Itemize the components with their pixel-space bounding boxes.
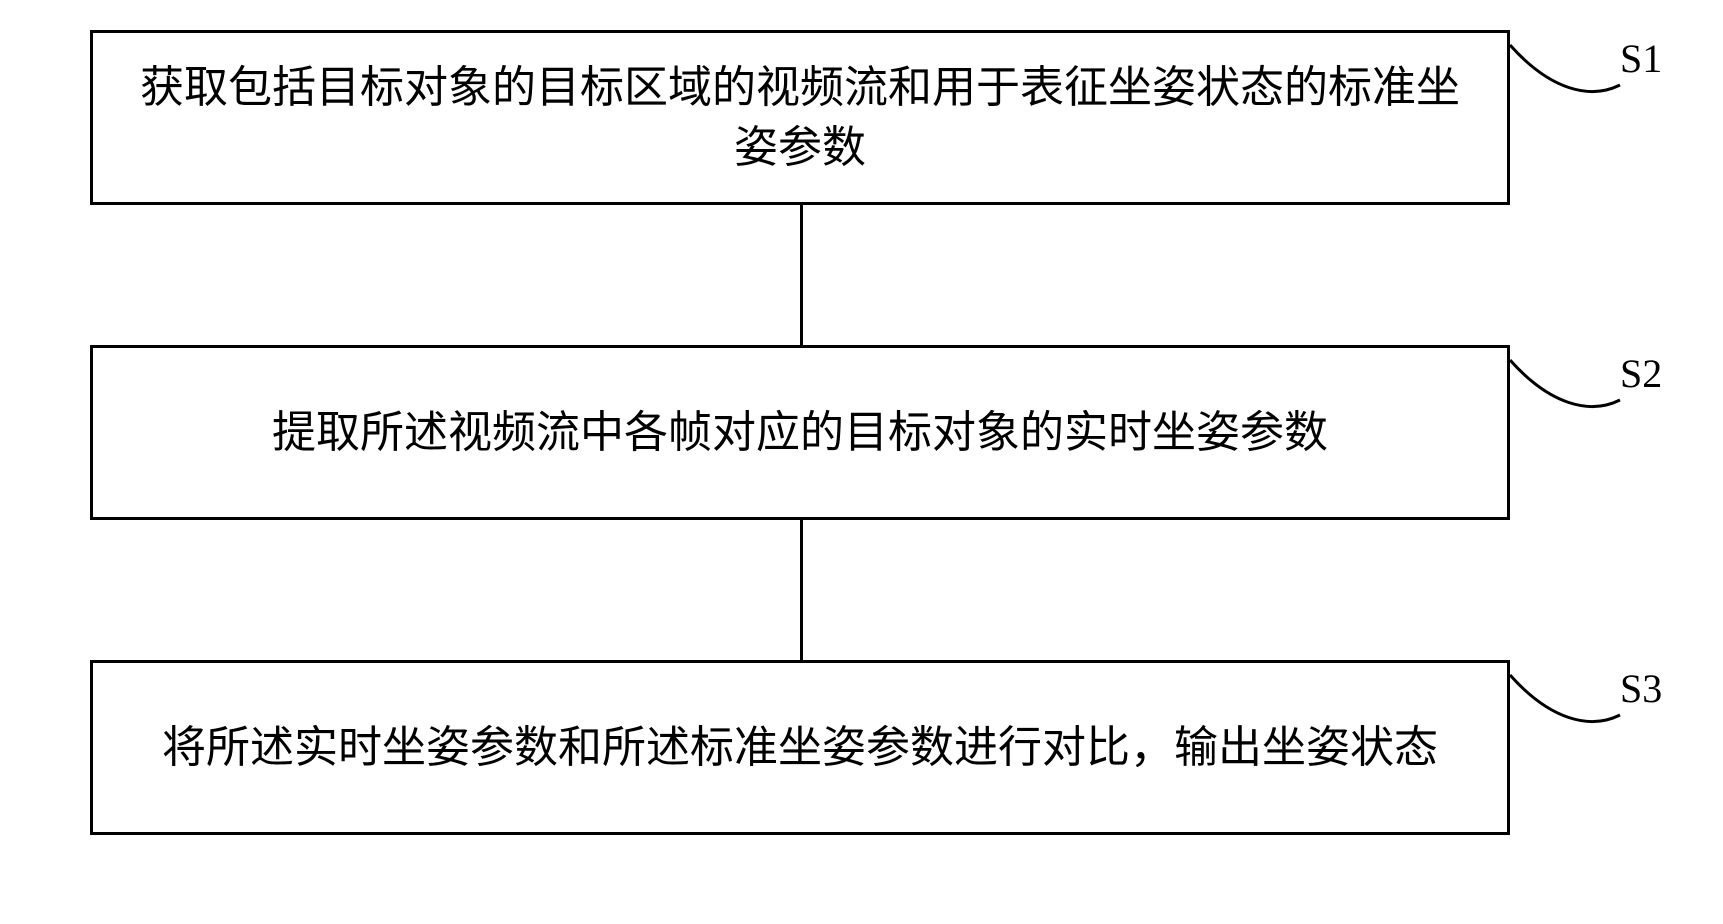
connector-s1-s2 (800, 205, 803, 345)
step-label-s2: S2 (1620, 350, 1662, 397)
step-box-s1: 获取包括目标对象的目标区域的视频流和用于表征坐姿状态的标准坐姿参数 (90, 30, 1510, 205)
leader-curve-s3 (1510, 660, 1630, 740)
step-text-s2: 提取所述视频流中各帧对应的目标对象的实时坐姿参数 (272, 403, 1328, 462)
flowchart-canvas: 获取包括目标对象的目标区域的视频流和用于表征坐姿状态的标准坐姿参数 提取所述视频… (0, 0, 1723, 924)
step-box-s3: 将所述实时坐姿参数和所述标准坐姿参数进行对比，输出坐姿状态 (90, 660, 1510, 835)
step-text-s3: 将所述实时坐姿参数和所述标准坐姿参数进行对比，输出坐姿状态 (162, 718, 1438, 777)
step-label-s3: S3 (1620, 665, 1662, 712)
step-box-s2: 提取所述视频流中各帧对应的目标对象的实时坐姿参数 (90, 345, 1510, 520)
step-label-s1: S1 (1620, 35, 1662, 82)
leader-curve-s1 (1510, 30, 1630, 110)
leader-curve-s2 (1510, 345, 1630, 425)
step-text-s1: 获取包括目标对象的目标区域的视频流和用于表征坐姿状态的标准坐姿参数 (133, 58, 1467, 177)
connector-s2-s3 (800, 520, 803, 660)
